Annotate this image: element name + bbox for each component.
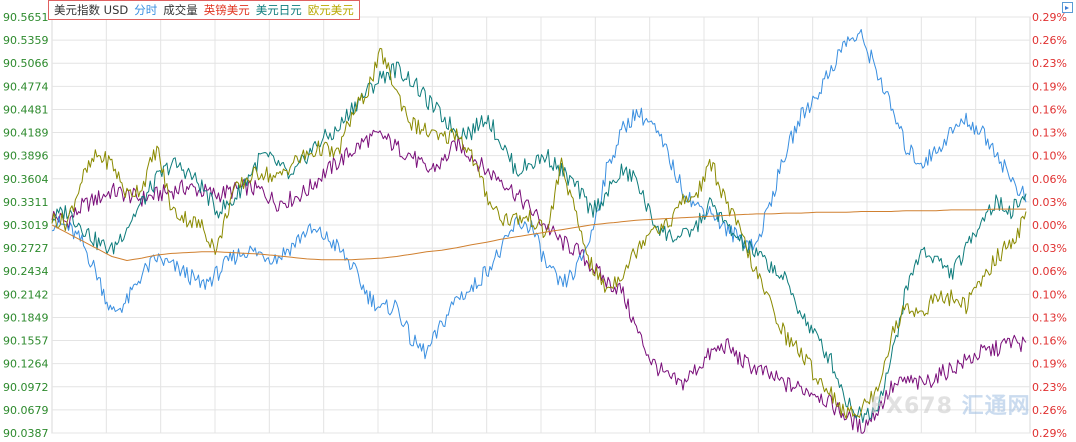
y-left-tick-label: 90.1557 — [3, 335, 49, 348]
y-left-tick-label: 90.3604 — [3, 173, 49, 186]
y-left-tick-label: 90.4481 — [3, 103, 49, 116]
y-right-tick-label: 0.29% — [1032, 427, 1067, 438]
series-line-2 — [51, 61, 1027, 423]
y-right-tick-label: 0.13% — [1032, 127, 1067, 140]
y-right-tick-label: 0.16% — [1032, 103, 1067, 116]
y-left-tick-label: 90.3311 — [3, 196, 49, 209]
y-left-tick-label: 90.5066 — [3, 57, 49, 70]
legend: 美元指数 USD 分时 成交量 英镑美元 美元日元 欧元美元 — [48, 0, 360, 20]
y-right-tick-label: 0.26% — [1032, 404, 1067, 417]
legend-eurusd[interactable]: 欧元美元 — [307, 3, 354, 17]
y-right-tick-label: 0.19% — [1032, 358, 1067, 371]
legend-gbpusd[interactable]: 英镑美元 — [203, 3, 250, 17]
legend-volume[interactable]: 成交量 — [163, 3, 198, 17]
y-right-tick-label: 0.23% — [1032, 57, 1067, 70]
y-right-tick-label: 0.00% — [1032, 219, 1067, 232]
watermark-text-2: 汇通网 — [961, 394, 1031, 419]
y-right-tick-label: 0.03% — [1032, 242, 1067, 255]
legend-usd-index[interactable]: 美元指数 USD — [54, 3, 129, 17]
y-right-tick-label: 0.10% — [1032, 288, 1067, 301]
series-line-3 — [51, 47, 1027, 419]
y-right-tick-label: 0.16% — [1032, 335, 1067, 348]
y-left-tick-label: 90.0387 — [3, 427, 49, 438]
y-left-tick-label: 90.3019 — [3, 219, 49, 232]
y-left-tick-label: 90.5651 — [3, 11, 49, 24]
y-left-tick-label: 90.4189 — [3, 127, 49, 140]
y-left-tick-label: 90.2727 — [3, 242, 49, 255]
y-right-tick-label: 0.13% — [1032, 311, 1067, 324]
y-left-tick-label: 90.2434 — [3, 265, 49, 278]
y-left-tick-label: 90.1264 — [3, 358, 49, 371]
series-line-1 — [51, 29, 1027, 360]
y-right-tick-label: 0.26% — [1032, 34, 1067, 47]
y-right-tick-label: 0.10% — [1032, 150, 1067, 163]
y-left-tick-label: 90.0679 — [3, 404, 49, 417]
series-line-4 — [51, 208, 1026, 261]
y-left-tick-label: 90.0972 — [3, 381, 49, 394]
legend-usdjpy[interactable]: 美元日元 — [255, 3, 302, 17]
expand-icon[interactable] — [1062, 2, 1073, 13]
y-left-tick-label: 90.4774 — [3, 80, 49, 93]
y-right-tick-label: 0.19% — [1032, 80, 1067, 93]
y-left-tick-label: 90.2142 — [3, 288, 49, 301]
y-left-tick-label: 90.3896 — [3, 150, 49, 163]
y-right-tick-label: 0.03% — [1032, 196, 1067, 209]
watermark-logo: FX678 汇通网 — [870, 388, 1031, 420]
y-left-tick-label: 90.1849 — [3, 311, 49, 324]
y-left-tick-label: 90.5359 — [3, 34, 49, 47]
y-right-tick-label: 0.06% — [1032, 265, 1067, 278]
y-right-tick-label: 0.06% — [1032, 173, 1067, 186]
legend-intraday[interactable]: 分时 — [134, 3, 158, 17]
y-right-tick-label: 0.29% — [1032, 11, 1067, 24]
y-right-tick-label: 0.23% — [1032, 381, 1067, 394]
watermark-text-1: FX678 — [870, 394, 953, 419]
